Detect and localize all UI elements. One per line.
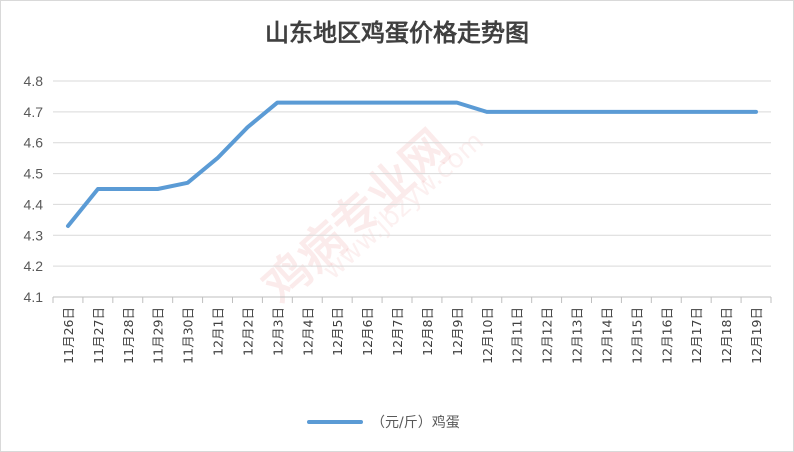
x-tick-label: 12月7日 — [390, 307, 405, 356]
x-tick-label: 12月17日 — [689, 307, 704, 364]
chart-title: 山东地区鸡蛋价格走势图 — [265, 18, 529, 47]
x-tick-label: 12月16日 — [659, 307, 674, 364]
x-tick-label: 12月15日 — [629, 307, 644, 364]
x-tick-label: 12月1日 — [211, 307, 226, 356]
line-chart: 4.14.24.34.44.54.64.74.8 11月26日 11月27日 11月… — [24, 73, 772, 364]
x-tick-label: 12月18日 — [719, 307, 734, 364]
x-tick-label: 12月3日 — [270, 307, 285, 356]
x-tick-label: 12月8日 — [420, 307, 435, 356]
y-tick-label: 4.7 — [24, 104, 44, 120]
x-tick-label: 12月14日 — [599, 307, 614, 364]
legend-swatch — [307, 420, 363, 424]
x-tick-label: 12月13日 — [570, 307, 585, 364]
x-tick-label: 11月29日 — [151, 307, 166, 364]
x-tick-label: 12月11日 — [510, 307, 525, 364]
y-tick-label: 4.2 — [24, 258, 44, 274]
x-tick-label: 11月28日 — [121, 307, 136, 364]
series-layer — [66, 100, 758, 228]
y-tick-label: 4.4 — [24, 196, 44, 212]
y-tick-label: 4.5 — [24, 166, 44, 182]
x-tick-label: 12月10日 — [480, 307, 495, 364]
x-tick-label: 12月2日 — [240, 307, 255, 356]
x-tick-label: 12月5日 — [330, 307, 345, 356]
legend: （元/斤）鸡蛋 — [307, 410, 460, 434]
y-axis-ticks: 4.1 4.2 4.3 4.4 4.5 4.6 4.7 4.8 — [24, 73, 44, 305]
x-tick-label: 11月26日 — [61, 307, 76, 364]
x-tick-label: 12月6日 — [360, 307, 375, 356]
x-tick-label: 11月27日 — [91, 307, 106, 364]
x-axis-labels: 11月26日 11月27日 11月28日 11月29日 11月30日 12月1日 12月2日… — [61, 307, 764, 364]
series-line — [66, 100, 758, 228]
x-axis — [52, 296, 772, 303]
y-tick-label: 4.3 — [24, 227, 44, 243]
y-tick-label: 4.6 — [24, 135, 44, 151]
y-tick-label: 4.8 — [24, 73, 44, 89]
x-tick-label: 12月4日 — [300, 307, 315, 356]
y-tick-label: 4.1 — [24, 289, 44, 305]
grid-lines — [53, 80, 771, 267]
legend-label: （元/斤）鸡蛋 — [371, 415, 460, 431]
x-tick-label: 11月30日 — [181, 307, 196, 364]
x-tick-label: 12月19日 — [749, 307, 764, 364]
x-tick-label: 12月9日 — [450, 307, 465, 356]
x-tick-label: 12月12日 — [540, 307, 555, 364]
